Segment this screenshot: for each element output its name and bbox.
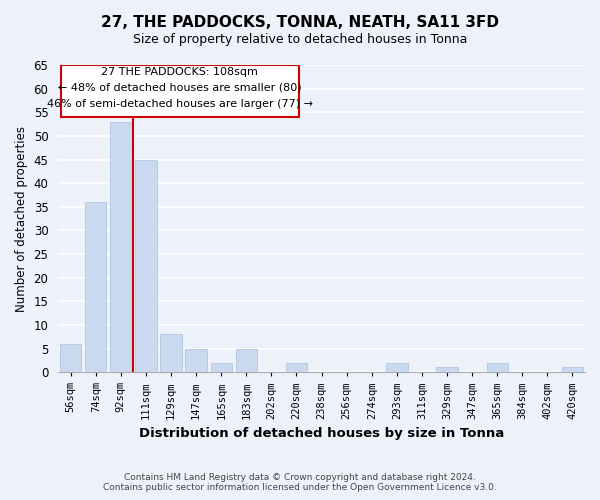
FancyBboxPatch shape — [61, 65, 299, 117]
Bar — [160, 334, 182, 372]
Bar — [135, 160, 157, 372]
Text: Size of property relative to detached houses in Tonna: Size of property relative to detached ho… — [133, 32, 467, 46]
Y-axis label: Number of detached properties: Number of detached properties — [15, 126, 28, 312]
Bar — [60, 344, 82, 372]
Text: Contains HM Land Registry data © Crown copyright and database right 2024.
Contai: Contains HM Land Registry data © Crown c… — [103, 473, 497, 492]
Bar — [286, 362, 307, 372]
X-axis label: Distribution of detached houses by size in Tonna: Distribution of detached houses by size … — [139, 427, 504, 440]
Bar — [110, 122, 131, 372]
Bar — [211, 362, 232, 372]
Text: 27 THE PADDOCKS: 108sqm
← 48% of detached houses are smaller (80)
46% of semi-de: 27 THE PADDOCKS: 108sqm ← 48% of detache… — [47, 68, 313, 108]
Bar — [386, 362, 407, 372]
Bar — [185, 348, 207, 372]
Bar — [562, 368, 583, 372]
Bar — [85, 202, 106, 372]
Bar — [236, 348, 257, 372]
Bar — [487, 362, 508, 372]
Text: 27, THE PADDOCKS, TONNA, NEATH, SA11 3FD: 27, THE PADDOCKS, TONNA, NEATH, SA11 3FD — [101, 15, 499, 30]
Bar — [436, 368, 458, 372]
